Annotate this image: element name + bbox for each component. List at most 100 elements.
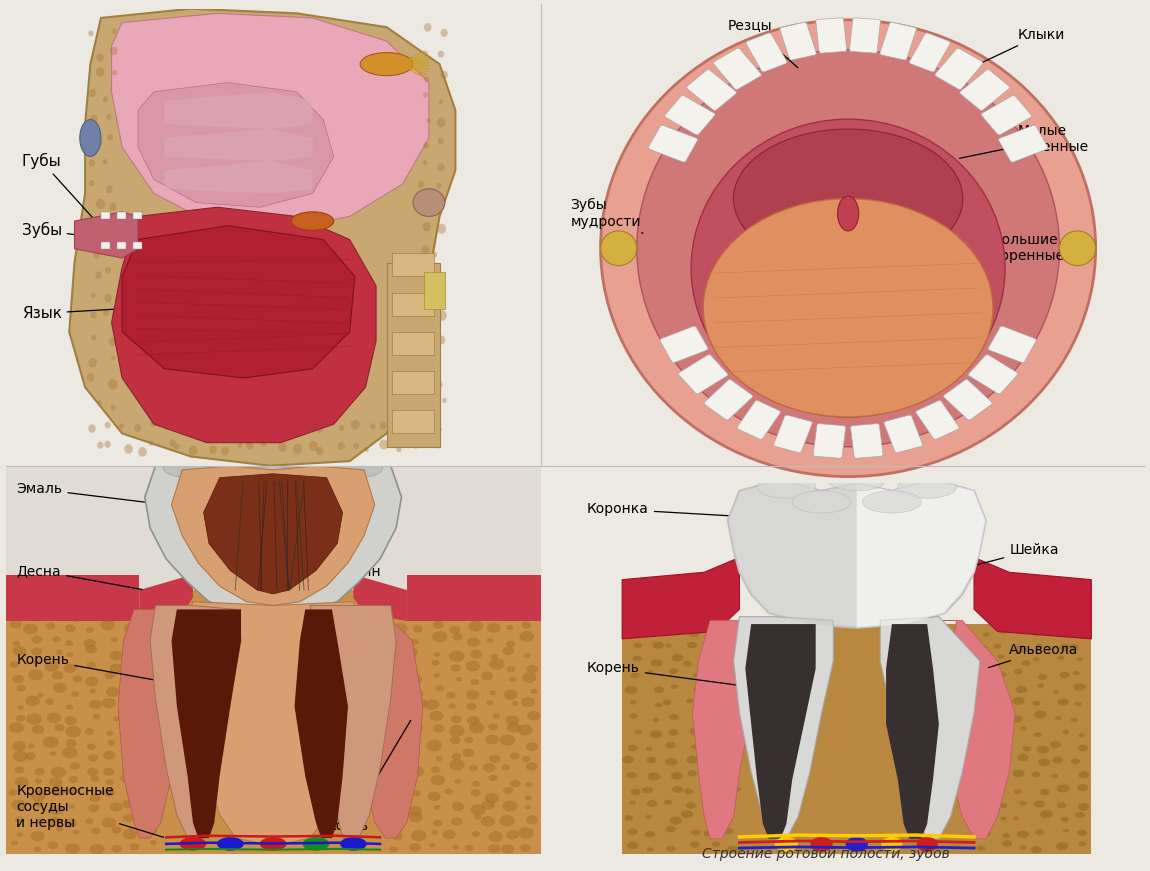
Ellipse shape bbox=[7, 614, 17, 621]
Ellipse shape bbox=[109, 802, 123, 812]
Ellipse shape bbox=[434, 673, 440, 678]
Ellipse shape bbox=[417, 180, 424, 187]
Ellipse shape bbox=[706, 699, 715, 705]
Ellipse shape bbox=[411, 830, 427, 841]
Ellipse shape bbox=[526, 742, 538, 751]
Ellipse shape bbox=[120, 423, 124, 429]
Text: Альвеола: Альвеола bbox=[989, 643, 1079, 668]
Ellipse shape bbox=[12, 800, 26, 810]
Ellipse shape bbox=[470, 804, 485, 815]
Ellipse shape bbox=[67, 652, 74, 658]
Ellipse shape bbox=[261, 419, 269, 429]
Ellipse shape bbox=[828, 469, 887, 491]
Ellipse shape bbox=[126, 787, 136, 795]
Ellipse shape bbox=[1034, 733, 1042, 737]
Ellipse shape bbox=[413, 625, 423, 632]
Ellipse shape bbox=[728, 775, 736, 780]
Ellipse shape bbox=[396, 426, 400, 431]
Ellipse shape bbox=[246, 441, 254, 449]
Ellipse shape bbox=[86, 661, 95, 668]
Polygon shape bbox=[164, 161, 313, 193]
Ellipse shape bbox=[89, 358, 97, 368]
Ellipse shape bbox=[66, 739, 77, 747]
Text: Пульпа: Пульпа bbox=[286, 475, 381, 503]
Ellipse shape bbox=[438, 51, 444, 57]
Ellipse shape bbox=[423, 92, 428, 98]
Ellipse shape bbox=[1019, 800, 1027, 806]
Ellipse shape bbox=[600, 20, 1096, 476]
Ellipse shape bbox=[428, 792, 440, 801]
Ellipse shape bbox=[983, 745, 990, 750]
Ellipse shape bbox=[998, 731, 1009, 737]
Bar bbox=[6, 466, 540, 590]
Ellipse shape bbox=[431, 775, 445, 786]
Ellipse shape bbox=[98, 442, 103, 449]
Ellipse shape bbox=[423, 142, 429, 149]
Ellipse shape bbox=[669, 816, 682, 825]
Ellipse shape bbox=[12, 675, 24, 684]
Ellipse shape bbox=[432, 252, 437, 258]
Text: Губы: Губы bbox=[22, 153, 94, 219]
Bar bbox=[392, 332, 435, 355]
Ellipse shape bbox=[413, 189, 445, 216]
Ellipse shape bbox=[466, 690, 480, 699]
Ellipse shape bbox=[708, 629, 716, 634]
Ellipse shape bbox=[499, 734, 515, 746]
FancyBboxPatch shape bbox=[665, 96, 715, 135]
Ellipse shape bbox=[522, 622, 531, 629]
Ellipse shape bbox=[64, 625, 76, 632]
Ellipse shape bbox=[726, 745, 734, 749]
Ellipse shape bbox=[485, 734, 499, 745]
Polygon shape bbox=[122, 226, 355, 378]
Ellipse shape bbox=[402, 418, 409, 425]
Ellipse shape bbox=[87, 754, 98, 762]
Ellipse shape bbox=[482, 800, 494, 810]
Ellipse shape bbox=[51, 766, 66, 778]
Ellipse shape bbox=[55, 650, 63, 655]
Ellipse shape bbox=[102, 818, 116, 827]
Ellipse shape bbox=[275, 419, 281, 425]
Ellipse shape bbox=[499, 815, 515, 827]
Ellipse shape bbox=[629, 713, 637, 719]
Text: Корень: Корень bbox=[586, 661, 749, 686]
Ellipse shape bbox=[437, 163, 445, 172]
Ellipse shape bbox=[427, 375, 434, 384]
Ellipse shape bbox=[484, 793, 499, 803]
Ellipse shape bbox=[503, 646, 514, 655]
Ellipse shape bbox=[93, 251, 100, 259]
Ellipse shape bbox=[423, 160, 427, 165]
Ellipse shape bbox=[1040, 789, 1050, 795]
Ellipse shape bbox=[483, 596, 493, 604]
Ellipse shape bbox=[723, 828, 734, 834]
Ellipse shape bbox=[31, 647, 43, 656]
Ellipse shape bbox=[424, 699, 439, 710]
Polygon shape bbox=[112, 13, 429, 230]
FancyBboxPatch shape bbox=[780, 23, 816, 60]
Ellipse shape bbox=[982, 831, 991, 836]
Ellipse shape bbox=[976, 846, 986, 851]
Ellipse shape bbox=[726, 754, 738, 762]
Bar bbox=[6, 590, 540, 854]
Ellipse shape bbox=[1002, 841, 1012, 847]
Ellipse shape bbox=[110, 637, 117, 642]
Ellipse shape bbox=[645, 831, 656, 838]
Polygon shape bbox=[164, 91, 313, 129]
Bar bbox=[101, 242, 110, 249]
Ellipse shape bbox=[15, 777, 29, 787]
Ellipse shape bbox=[174, 423, 181, 431]
Ellipse shape bbox=[670, 772, 683, 780]
Bar bbox=[392, 253, 435, 276]
Ellipse shape bbox=[1060, 817, 1068, 822]
Polygon shape bbox=[171, 610, 242, 838]
Ellipse shape bbox=[705, 644, 715, 650]
Ellipse shape bbox=[651, 626, 664, 634]
Ellipse shape bbox=[469, 722, 484, 733]
Polygon shape bbox=[745, 624, 815, 839]
Ellipse shape bbox=[32, 659, 39, 665]
Polygon shape bbox=[974, 557, 1091, 639]
Ellipse shape bbox=[672, 786, 683, 793]
Ellipse shape bbox=[86, 373, 94, 381]
Ellipse shape bbox=[32, 609, 47, 620]
Ellipse shape bbox=[90, 794, 100, 802]
Ellipse shape bbox=[470, 650, 482, 658]
